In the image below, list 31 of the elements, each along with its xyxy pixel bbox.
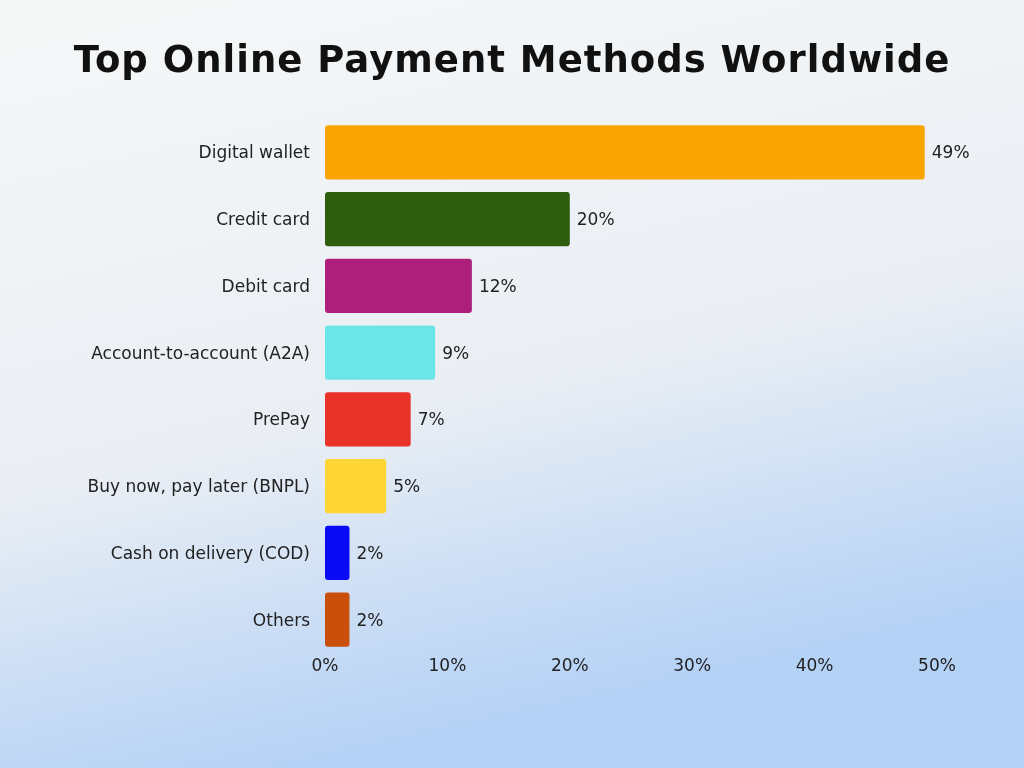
data-label: 5% [393,476,421,497]
chart-title: Top Online Payment Methods Worldwide [73,38,951,81]
x-tick-label: 50% [918,655,956,675]
y-tick-label: Debit card [221,275,310,296]
y-tick-label: Buy now, pay later (BNPL) [87,476,310,497]
data-label: 2% [356,542,384,563]
bar [325,459,387,514]
y-tick-label: Account-to-account (A2A) [91,342,310,363]
y-tick-label: PrePay [253,409,310,430]
x-tick-label: 30% [673,655,712,675]
data-label: 9% [442,342,470,363]
data-label: 2% [356,609,384,630]
bar [325,525,350,580]
bar [325,392,411,447]
bar [325,592,350,647]
data-label: 49% [931,142,970,163]
bar [325,258,472,313]
bar [325,325,436,380]
x-tick-label: 0% [311,655,339,675]
x-tick-label: 40% [795,655,834,675]
bar [325,192,570,247]
data-label: 20% [576,209,615,230]
bar [325,125,925,180]
y-tick-label: Credit card [216,209,310,230]
data-label: 12% [478,275,517,296]
x-tick-label: 10% [428,655,467,675]
x-tick-label: 20% [550,655,589,675]
y-tick-label: Digital wallet [198,142,311,163]
y-tick-label: Cash on delivery (COD) [110,542,310,563]
y-tick-label: Others [252,609,311,630]
data-label: 7% [417,409,445,430]
